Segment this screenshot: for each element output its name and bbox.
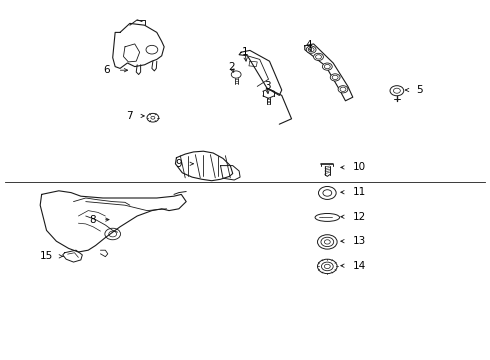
Polygon shape: [175, 151, 233, 181]
Text: 15: 15: [40, 251, 53, 261]
Text: 4: 4: [305, 40, 312, 50]
Polygon shape: [305, 44, 353, 101]
Text: 9: 9: [175, 159, 182, 169]
Text: 6: 6: [103, 65, 110, 75]
Circle shape: [314, 53, 323, 60]
Text: 1: 1: [242, 47, 248, 57]
Circle shape: [306, 46, 316, 53]
Text: 5: 5: [416, 85, 423, 95]
Ellipse shape: [315, 213, 340, 221]
Polygon shape: [239, 50, 282, 95]
Text: 14: 14: [353, 261, 366, 271]
Text: 8: 8: [89, 215, 96, 225]
Text: 2: 2: [228, 62, 235, 72]
Polygon shape: [220, 166, 240, 180]
Circle shape: [338, 86, 348, 93]
Polygon shape: [63, 250, 82, 262]
Text: 7: 7: [125, 111, 132, 121]
Text: 12: 12: [353, 212, 366, 222]
Text: 11: 11: [353, 187, 366, 197]
Polygon shape: [113, 23, 164, 68]
Text: 13: 13: [353, 236, 366, 246]
Circle shape: [318, 259, 337, 274]
Circle shape: [318, 235, 337, 249]
Circle shape: [322, 63, 332, 70]
Polygon shape: [40, 191, 186, 252]
Circle shape: [318, 186, 336, 199]
Circle shape: [330, 74, 340, 81]
Text: 10: 10: [353, 162, 366, 172]
Text: 3: 3: [264, 81, 270, 91]
